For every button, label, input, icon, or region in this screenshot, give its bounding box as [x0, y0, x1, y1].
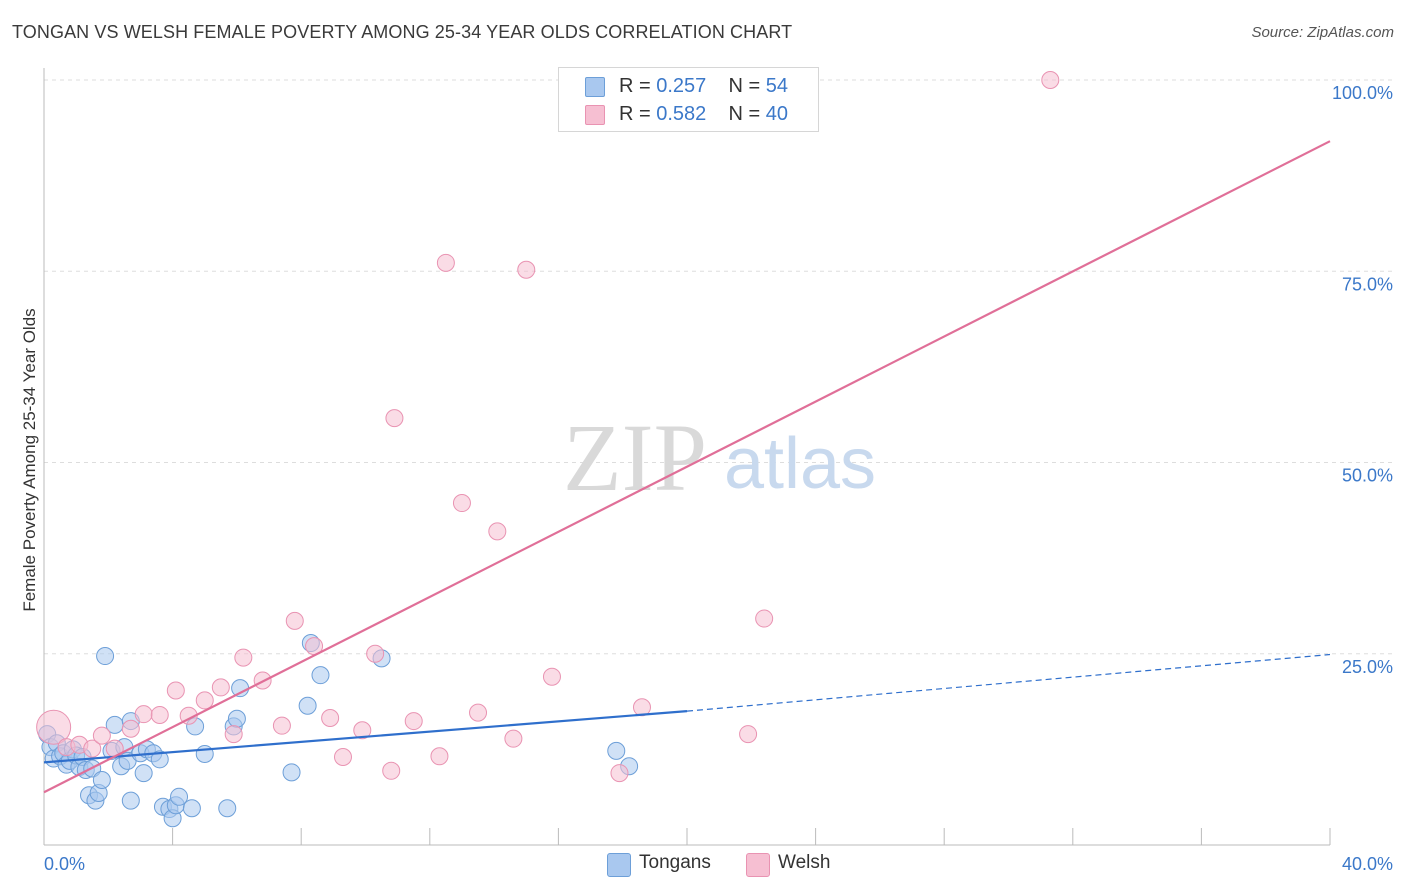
welsh-point: [366, 644, 385, 663]
legend-n-label: N =: [728, 103, 766, 125]
welsh-point: [92, 726, 111, 745]
chart-title: TONGAN VS WELSH FEMALE POVERTY AMONG 25-…: [12, 22, 793, 42]
y-tick-label: 100.0%: [1332, 83, 1393, 103]
welsh-point: [224, 725, 243, 744]
tongans-point: [311, 666, 330, 685]
welsh-point: [755, 609, 774, 628]
welsh-point: [542, 667, 561, 686]
bottom-legend-label-welsh: Welsh: [778, 852, 831, 873]
welsh-point: [469, 703, 488, 722]
tongans-point: [282, 763, 301, 782]
tongans-point: [92, 770, 111, 789]
welsh-point: [430, 747, 449, 766]
welsh-point: [134, 705, 153, 724]
bottom-legend-swatch-tongans: [607, 853, 631, 877]
welsh-point: [166, 681, 185, 700]
welsh-point: [382, 761, 401, 780]
tongans-point: [150, 750, 169, 769]
grid-lines: [44, 79, 1392, 655]
watermark: ZIP atlas: [563, 404, 876, 511]
welsh-point: [36, 709, 72, 745]
x-tick-label: 40.0%: [1342, 854, 1393, 874]
tongans-point: [121, 791, 140, 810]
tongans-point: [218, 799, 237, 818]
welsh-point: [504, 729, 523, 748]
legend-n-value-welsh: 40: [765, 103, 789, 125]
welsh-point: [517, 260, 536, 279]
y-tick-label: 75.0%: [1342, 274, 1393, 294]
welsh-point: [150, 705, 169, 724]
welsh-point: [1041, 71, 1060, 89]
tick-labels: 25.0% 50.0% 75.0% 100.0% 0.0% 40.0%: [44, 83, 1393, 874]
bottom-legend-label-tongans: Tongans: [639, 852, 711, 873]
welsh-point: [739, 725, 758, 744]
welsh-point: [321, 709, 340, 728]
welsh-trend-line: [43, 140, 1331, 794]
bottom-legend-swatch-welsh: [746, 853, 770, 877]
welsh-point: [121, 719, 140, 738]
welsh-point: [285, 611, 304, 630]
tongans-point: [607, 741, 626, 760]
tongans-point: [227, 709, 246, 728]
welsh-point: [610, 764, 629, 783]
watermark-zip: ZIP: [563, 404, 707, 511]
y-tick-label: 25.0%: [1342, 657, 1393, 677]
watermark-atlas: atlas: [724, 424, 876, 504]
welsh-point: [272, 716, 291, 735]
y-axis-label: Female Poverty Among 25-34 Year Olds: [20, 308, 39, 612]
x-tick-label: 0.0%: [44, 854, 85, 874]
welsh-point: [436, 253, 455, 272]
legend-r-label: R =: [619, 103, 657, 125]
legend-r-value-welsh: 0.582: [656, 103, 707, 125]
legend-r-value-tongans: 0.257: [656, 75, 707, 97]
tongans-point: [170, 787, 189, 806]
welsh-point: [385, 409, 404, 428]
y-tick-label: 50.0%: [1342, 466, 1393, 486]
welsh-point: [195, 691, 214, 710]
welsh-point: [333, 748, 352, 767]
tongans-point: [182, 799, 201, 818]
welsh-point: [488, 522, 507, 541]
welsh-point: [452, 494, 471, 513]
tongans-point: [298, 696, 317, 715]
welsh-point: [211, 678, 230, 697]
welsh-point: [83, 739, 102, 758]
tongans-point: [134, 764, 153, 783]
tongans-trend-line: [43, 710, 688, 764]
legend-n-label: N =: [728, 75, 766, 97]
welsh-point: [234, 648, 253, 667]
data-points: [36, 71, 1060, 828]
tongans-trend-line-dashed: [686, 653, 1331, 712]
tongans-point: [96, 647, 115, 666]
legend-box: R = 0.257 N = 54 R = 0.582 N = 40: [558, 67, 819, 132]
legend-swatch-welsh: [585, 105, 605, 125]
legend-n-value-tongans: 54: [765, 75, 789, 97]
welsh-point: [353, 721, 372, 740]
legend-swatch-tongans: [585, 77, 605, 97]
welsh-point: [404, 712, 423, 731]
source-label: Source: ZipAtlas.com: [1251, 24, 1394, 41]
legend-r-label: R =: [619, 75, 657, 97]
trend-lines: [43, 140, 1331, 794]
